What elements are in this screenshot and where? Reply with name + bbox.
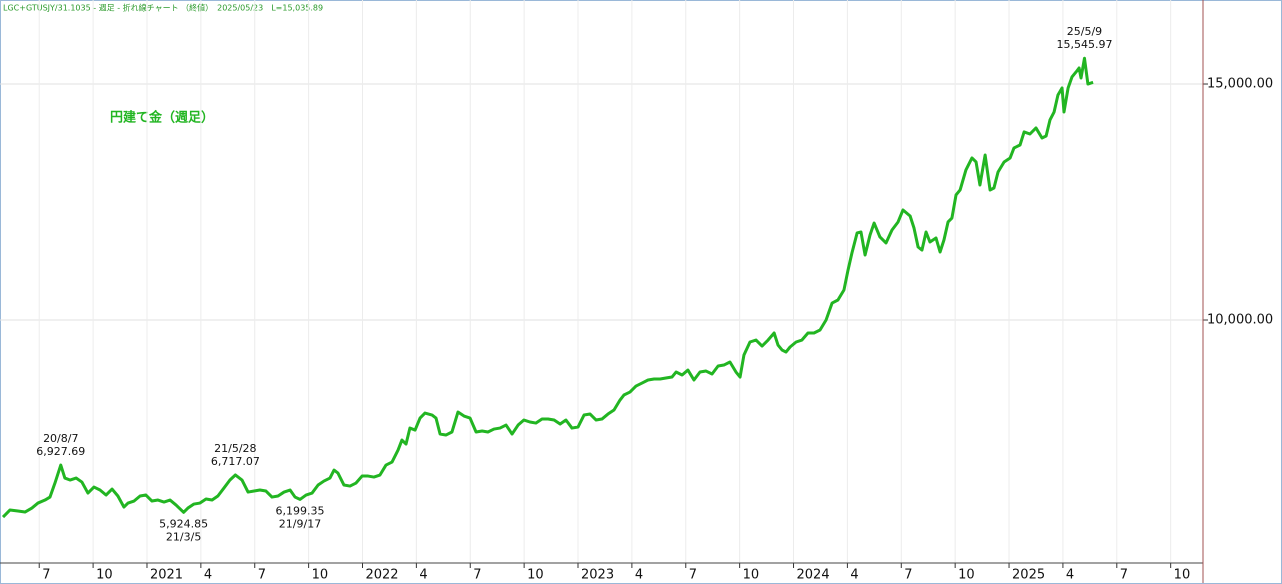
- x-tick-label: 10: [1174, 568, 1191, 583]
- annotation-value: 15,545.97: [1056, 38, 1112, 51]
- x-tick-label: 2021: [150, 568, 183, 583]
- x-tick-label: 4: [635, 568, 643, 583]
- annotation-value: 5,924.85: [159, 517, 208, 530]
- x-tick-label: 2022: [365, 568, 398, 583]
- x-tick-label: 7: [473, 568, 481, 583]
- series-label: 円建て金（週足）: [110, 110, 214, 126]
- x-tick-label: 4: [850, 568, 858, 583]
- x-tick-label: 4: [419, 568, 427, 583]
- x-tick-label: 7: [904, 568, 912, 583]
- annotation-value: 6,927.69: [36, 445, 85, 458]
- x-tick-label: 10: [312, 568, 329, 583]
- x-tick-label: 10: [743, 568, 760, 583]
- annotation-value: 6,717.07: [211, 455, 260, 468]
- x-tick-label: 2024: [797, 568, 830, 583]
- x-tick-label: 10: [527, 568, 544, 583]
- annotation-date: 21/5/28: [214, 442, 256, 455]
- x-tick-label: 7: [689, 568, 697, 583]
- price-line: [1, 56, 1094, 519]
- annotation-date: 21/9/17: [279, 517, 321, 530]
- annotation-date: 21/3/5: [166, 530, 201, 543]
- annotation-date: 25/5/9: [1067, 25, 1102, 38]
- y-tick-label: 15,000.00: [1207, 77, 1273, 92]
- annotation-value: 6,199.35: [276, 504, 325, 517]
- x-tick-label: 4: [1066, 568, 1074, 583]
- y-tick-label: 10,000.00: [1207, 313, 1273, 328]
- x-tick-label: 2023: [581, 568, 614, 583]
- x-tick-label: 2025: [1012, 568, 1045, 583]
- x-tick-label: 7: [1120, 568, 1128, 583]
- x-tick-label: 7: [42, 568, 50, 583]
- x-tick-label: 7: [258, 568, 266, 583]
- annotation-date: 20/8/7: [43, 432, 78, 445]
- x-tick-label: 10: [96, 568, 113, 583]
- x-tick-label: 10: [958, 568, 975, 583]
- x-tick-label: 4: [204, 568, 212, 583]
- chart-header: LGC+GTUSJY/31.1035 - 週足 - 折れ線チャート （終値） 2…: [3, 3, 323, 13]
